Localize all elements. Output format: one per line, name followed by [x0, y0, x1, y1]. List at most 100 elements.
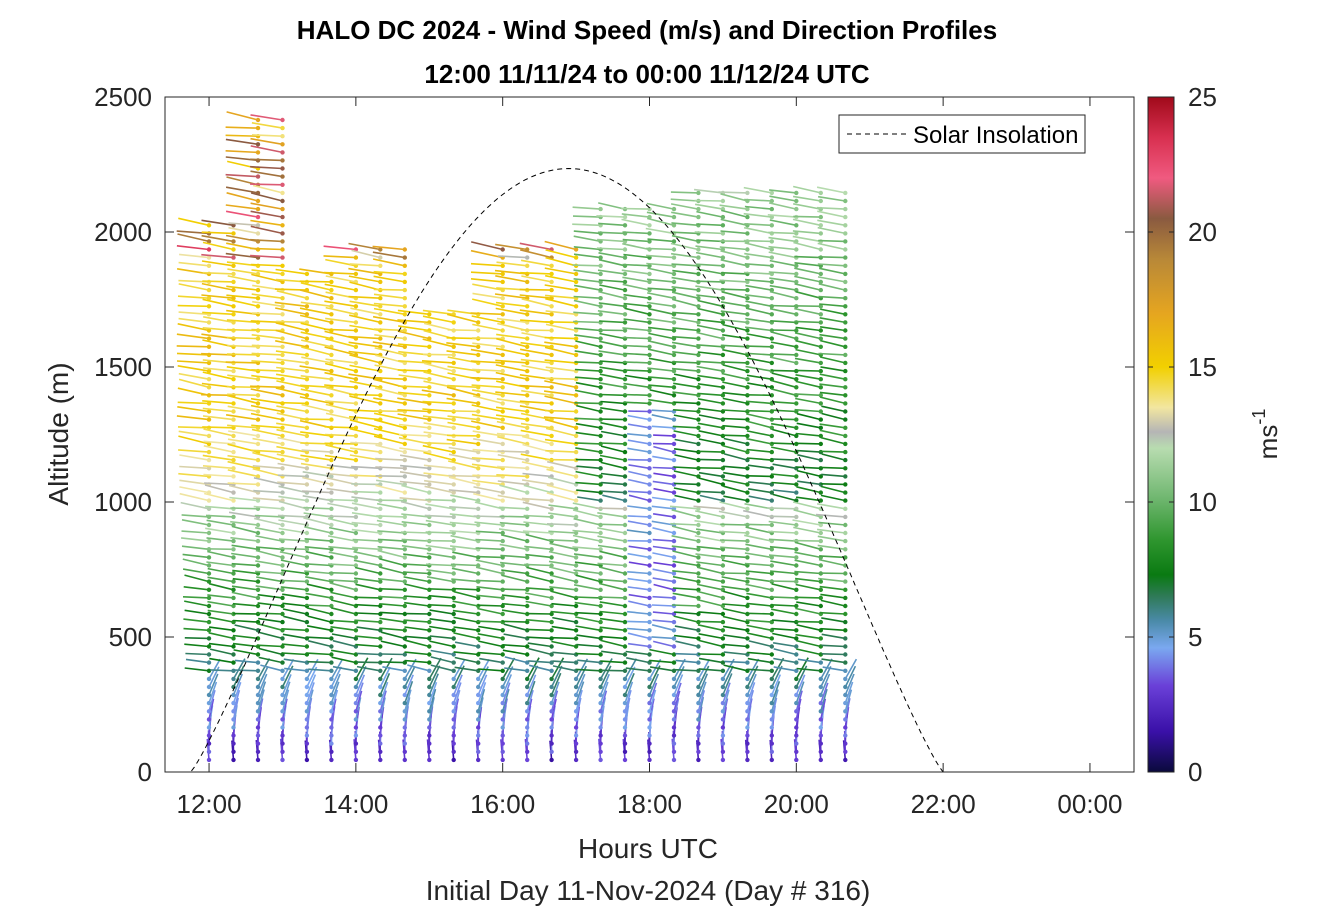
- wind-barb-point: [647, 579, 652, 584]
- wind-barb: [301, 403, 332, 413]
- wind-barb-point: [500, 684, 505, 690]
- wind-barb-point: [231, 239, 236, 244]
- wind-barb: [698, 471, 724, 478]
- wind-barb: [544, 240, 577, 251]
- wind-barb: [281, 674, 292, 696]
- wind-barb: [820, 658, 833, 680]
- wind-barb: [306, 674, 317, 696]
- wind-barb: [526, 698, 533, 720]
- wind-barb-point: [720, 263, 726, 268]
- wind-barb-point: [500, 628, 505, 633]
- wind-barb-point: [573, 571, 579, 576]
- wind-barb-point: [304, 668, 310, 673]
- wind-barb: [232, 665, 245, 688]
- wind-barb-point: [794, 692, 799, 698]
- wind-barb: [697, 318, 723, 324]
- wind-barb: [499, 484, 528, 494]
- wind-barb-point: [622, 563, 628, 568]
- wind-barb: [821, 653, 846, 656]
- wind-barb: [549, 574, 577, 583]
- wind-barb: [375, 479, 405, 486]
- wind-barb: [373, 293, 405, 299]
- wind-barb: [379, 627, 405, 632]
- wind-barb-point: [329, 644, 334, 649]
- wind-barb-point: [353, 741, 359, 746]
- wind-barb: [623, 369, 650, 372]
- wind-barb-point: [598, 717, 603, 722]
- wind-barb: [257, 665, 269, 688]
- wind-barb-point: [573, 547, 579, 552]
- wind-barb: [547, 476, 577, 486]
- wind-barb: [573, 295, 601, 299]
- wind-barb-point: [745, 206, 750, 212]
- wind-barb: [625, 667, 650, 672]
- wind-barb: [572, 206, 601, 210]
- wind-barb: [503, 623, 528, 632]
- wind-barb: [258, 647, 283, 656]
- wind-barb-point: [427, 579, 432, 584]
- wind-barb-point: [745, 676, 750, 682]
- wind-barb-point: [769, 466, 774, 471]
- wind-barb: [525, 553, 552, 559]
- wind-barb-point: [671, 741, 677, 746]
- wind-barb: [672, 327, 699, 332]
- wind-barb: [771, 583, 797, 591]
- wind-barb-point: [500, 401, 505, 406]
- wind-barb-point: [206, 709, 212, 714]
- wind-barb-point: [451, 684, 456, 690]
- wind-barb: [722, 625, 748, 632]
- y-tick-label: 0: [138, 757, 152, 787]
- wind-barb: [376, 499, 405, 502]
- wind-barb-point: [745, 304, 750, 309]
- colorbar-tick-label: 0: [1188, 757, 1202, 787]
- wind-barb-point: [476, 684, 481, 690]
- wind-barb: [425, 519, 454, 526]
- wind-barb-point: [304, 619, 310, 625]
- wind-barb-point: [329, 304, 334, 309]
- wind-barb-point: [280, 393, 285, 398]
- wind-barb-point: [843, 263, 848, 268]
- wind-barb: [425, 531, 454, 534]
- wind-barb: [201, 282, 234, 291]
- wind-barb: [744, 562, 772, 567]
- wind-barb: [622, 361, 650, 364]
- wind-barb-point: [622, 506, 628, 511]
- wind-barb-point: [427, 709, 432, 714]
- wind-barb: [303, 517, 332, 526]
- wind-barb-point: [476, 344, 481, 349]
- wind-barb: [599, 360, 626, 364]
- wind-barb-point: [622, 279, 628, 285]
- wind-barb: [671, 263, 699, 267]
- wind-barb-point: [206, 644, 212, 649]
- wind-barb: [719, 246, 748, 251]
- wind-barb-point: [402, 328, 407, 333]
- wind-barb-point: [206, 628, 212, 633]
- wind-barb-point: [622, 555, 628, 560]
- wind-barb: [228, 484, 259, 494]
- wind-barb-point: [671, 271, 677, 277]
- wind-barb: [276, 405, 308, 413]
- wind-barb: [208, 642, 234, 648]
- wind-barb-point: [402, 628, 407, 633]
- wind-barb: [795, 369, 821, 372]
- wind-barb: [573, 230, 601, 235]
- wind-barb-point: [500, 700, 505, 706]
- wind-barb-point: [427, 482, 432, 487]
- wind-barb-point: [500, 271, 505, 277]
- wind-barb: [649, 389, 675, 397]
- wind-barb-point: [353, 360, 359, 366]
- wind-barb-point: [525, 474, 530, 479]
- wind-barb-point: [696, 417, 701, 422]
- wind-barb-point: [696, 587, 701, 592]
- wind-barb: [355, 612, 381, 615]
- wind-barb: [403, 576, 430, 583]
- wind-barb: [696, 210, 724, 218]
- wind-barb-point: [549, 263, 554, 268]
- wind-barb-point: [353, 636, 359, 641]
- wind-barb-point: [720, 725, 726, 730]
- wind-barb-point: [769, 733, 774, 738]
- wind-barb: [178, 217, 210, 227]
- wind-barb: [793, 305, 821, 308]
- wind-barb-point: [622, 490, 628, 495]
- wind-barb: [470, 278, 503, 283]
